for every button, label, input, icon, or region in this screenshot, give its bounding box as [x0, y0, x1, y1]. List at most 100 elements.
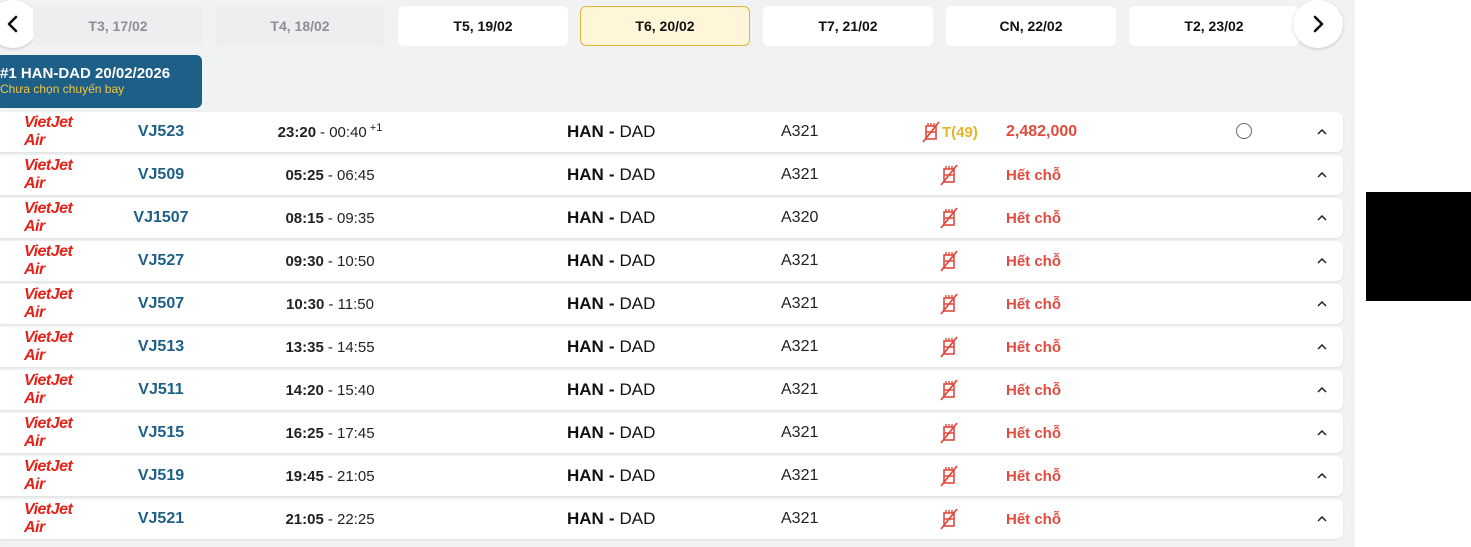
day-offset: +1 — [369, 122, 383, 134]
dest-code: DAD — [619, 251, 656, 270]
route-dash: - — [608, 423, 615, 442]
expand-caret-icon[interactable] — [1312, 413, 1332, 453]
dest-code: DAD — [619, 380, 656, 399]
flight-row[interactable]: VietJet Air VJ1507 08:15- 09:35 HAN - DAD A320… — [0, 198, 1343, 238]
expand-caret-icon[interactable] — [1312, 112, 1332, 152]
route-dash: - — [608, 165, 615, 184]
sold-out-status: Hết chỗ — [1006, 209, 1062, 227]
dest-code: DAD — [619, 466, 656, 485]
arrive-time: 06:45 — [337, 166, 375, 184]
flight-row[interactable]: VietJet Air VJ521 21:05- 22:25 HAN - DAD A321 H… — [0, 499, 1343, 539]
aircraft-type: A321 — [781, 381, 819, 398]
route-dash: - — [608, 294, 615, 313]
airline-logo: VietJet Air — [24, 329, 73, 364]
arrive-time: 11:50 — [337, 295, 374, 313]
route-dash: - — [608, 509, 615, 528]
no-meal-icon — [934, 327, 964, 367]
route-dash: - — [608, 251, 615, 270]
sold-out-status: Hết chỗ — [1006, 381, 1062, 399]
select-flight-radio[interactable] — [1236, 123, 1252, 139]
date-tab-3[interactable]: T6, 20/02 — [580, 6, 750, 46]
flight-route: HAN - DAD — [567, 413, 655, 453]
flight-number: VJ1507 — [133, 209, 189, 226]
flight-route: HAN - DAD — [567, 499, 655, 539]
date-tab-2[interactable]: T5, 19/02 — [398, 6, 568, 46]
airline-logo: VietJet Air — [24, 243, 73, 278]
flight-route: HAN - DAD — [567, 456, 655, 496]
flight-route: HAN - DAD — [567, 198, 655, 238]
dest-code: DAD — [619, 423, 656, 442]
date-tab-4[interactable]: T7, 21/02 — [763, 6, 933, 46]
route-dash: - — [608, 466, 615, 485]
flight-number: VJ527 — [137, 252, 185, 269]
airline-logo: VietJet Air — [24, 372, 73, 407]
flight-time: 08:15- 09:35 — [240, 198, 420, 238]
expand-caret-icon[interactable] — [1312, 456, 1332, 496]
chevron-right-icon — [1313, 15, 1324, 33]
expand-caret-icon[interactable] — [1312, 241, 1332, 281]
flight-number: VJ521 — [137, 510, 185, 527]
flight-number: VJ509 — [137, 166, 185, 183]
dest-code: DAD — [619, 165, 656, 184]
flight-row[interactable]: VietJet Air VJ507 10:30- 11:50 HAN - DAD A321 H… — [0, 284, 1343, 324]
flight-time: 23:20- 00:40 +1 — [240, 112, 420, 152]
expand-caret-icon[interactable] — [1312, 284, 1332, 324]
flight-number: VJ523 — [137, 123, 185, 140]
flight-route: HAN - DAD — [567, 155, 655, 195]
arrive-time: 10:50 — [337, 252, 375, 270]
aircraft-type: A321 — [781, 123, 819, 140]
expand-caret-icon[interactable] — [1312, 370, 1332, 410]
scrollbar-track[interactable] — [1355, 0, 1363, 547]
no-meal-icon — [934, 241, 964, 281]
dest-code: DAD — [619, 337, 656, 356]
flight-number: VJ519 — [137, 467, 185, 484]
flight-row[interactable]: VietJet Air VJ527 09:30- 10:50 HAN - DAD A321 H… — [0, 241, 1343, 281]
time-separator: - — [327, 252, 337, 270]
flight-row[interactable]: VietJet Air VJ519 19:45- 21:05 HAN - DAD A321 H… — [0, 456, 1343, 496]
date-tab-5[interactable]: CN, 22/02 — [946, 6, 1116, 46]
arrive-time: 09:35 — [337, 209, 375, 227]
sold-out-status: Hết chỗ — [1006, 166, 1062, 184]
time-separator: - — [320, 123, 330, 141]
no-meal-icon — [934, 155, 964, 195]
next-date-button[interactable] — [1293, 0, 1343, 48]
aircraft-type: A321 — [781, 252, 819, 269]
flight-row[interactable]: VietJet Air VJ513 13:35- 14:55 HAN - DAD A321 H… — [0, 327, 1343, 367]
origin-code: HAN — [567, 251, 604, 270]
origin-code: HAN — [567, 466, 604, 485]
flight-time: 21:05- 22:25 — [240, 499, 420, 539]
aircraft-type: A321 — [781, 467, 819, 484]
flight-row[interactable]: VietJet Air VJ515 16:25- 17:45 HAN - DAD A321 H… — [0, 413, 1343, 453]
airline-logo: VietJet Air — [24, 458, 73, 493]
flight-route: HAN - DAD — [567, 284, 655, 324]
expand-caret-icon[interactable] — [1312, 198, 1332, 238]
aircraft-type: A321 — [781, 166, 819, 183]
route-dash: - — [608, 380, 615, 399]
prev-date-button[interactable] — [0, 0, 38, 48]
depart-time: 21:05 — [285, 510, 324, 528]
route-dash: - — [608, 208, 615, 227]
depart-time: 13:35 — [285, 338, 324, 356]
flight-row[interactable]: VietJet Air VJ509 05:25- 06:45 HAN - DAD A321 H… — [0, 155, 1343, 195]
airline-logo: VietJet Air — [24, 200, 73, 235]
dest-code: DAD — [619, 122, 656, 141]
expand-caret-icon[interactable] — [1312, 327, 1332, 367]
origin-code: HAN — [567, 423, 604, 442]
airline-logo: VietJet Air — [24, 415, 73, 450]
flight-time: 05:25- 06:45 — [240, 155, 420, 195]
route-subtitle: Chưa chọn chuyến bay — [0, 82, 125, 96]
flight-number: VJ515 — [137, 424, 185, 441]
expand-caret-icon[interactable] — [1312, 499, 1332, 539]
dest-code: DAD — [619, 509, 656, 528]
expand-caret-icon[interactable] — [1312, 155, 1332, 195]
date-tab-6[interactable]: T2, 23/02 — [1129, 6, 1299, 46]
no-meal-icon — [934, 370, 964, 410]
flight-row[interactable]: VietJet Air VJ511 14:20- 15:40 HAN - DAD A321 H… — [0, 370, 1343, 410]
sold-out-status: Hết chỗ — [1006, 510, 1062, 528]
flight-time: 10:30- 11:50 — [240, 284, 420, 324]
flight-row[interactable]: VietJet Air VJ523 23:20- 00:40 +1 HAN - DAD A32… — [0, 112, 1343, 152]
origin-code: HAN — [567, 208, 604, 227]
origin-code: HAN — [567, 122, 604, 141]
flight-results-panel: T3, 17/02 T4, 18/02 T5, 19/02 T6, 20/02 … — [0, 0, 1355, 547]
no-meal-icon — [934, 198, 964, 238]
